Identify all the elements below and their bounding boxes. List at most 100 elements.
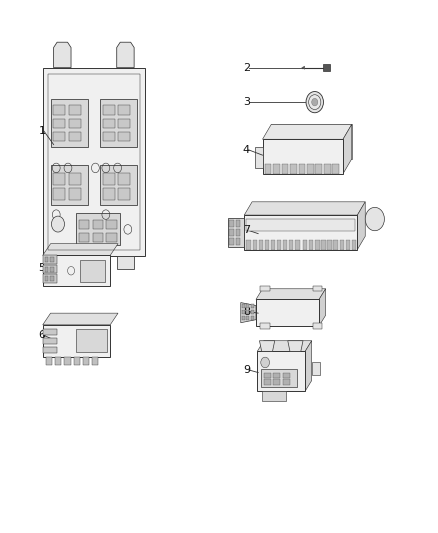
Polygon shape bbox=[117, 42, 134, 68]
Bar bbox=[43, 255, 57, 264]
Text: 2: 2 bbox=[243, 63, 250, 72]
Bar bbox=[247, 304, 250, 309]
Bar bbox=[260, 286, 270, 292]
Bar bbox=[43, 274, 57, 283]
Bar bbox=[43, 337, 57, 344]
Bar bbox=[43, 346, 57, 353]
Bar bbox=[80, 260, 106, 282]
Bar bbox=[103, 132, 115, 141]
Bar bbox=[53, 132, 65, 141]
Bar bbox=[53, 173, 65, 185]
Bar bbox=[257, 351, 305, 391]
Bar bbox=[264, 379, 271, 385]
Text: 4: 4 bbox=[243, 145, 250, 155]
Polygon shape bbox=[256, 289, 325, 300]
Bar bbox=[69, 173, 81, 185]
Text: 1: 1 bbox=[39, 126, 46, 136]
Polygon shape bbox=[244, 202, 365, 215]
Bar bbox=[103, 106, 115, 115]
Bar bbox=[242, 316, 245, 320]
Polygon shape bbox=[343, 124, 352, 174]
Bar bbox=[321, 240, 325, 249]
Bar bbox=[254, 147, 262, 168]
Bar bbox=[315, 240, 320, 249]
Bar bbox=[100, 99, 137, 147]
Bar bbox=[77, 329, 107, 352]
Text: 8: 8 bbox=[243, 306, 250, 317]
Bar bbox=[103, 188, 115, 200]
Bar bbox=[265, 164, 272, 174]
Bar bbox=[69, 119, 81, 128]
Bar bbox=[106, 220, 117, 229]
Bar bbox=[303, 240, 307, 249]
Bar bbox=[106, 232, 117, 242]
Bar bbox=[260, 323, 270, 328]
Bar bbox=[230, 220, 234, 227]
Bar bbox=[92, 232, 103, 242]
Bar bbox=[50, 257, 53, 262]
Bar bbox=[236, 238, 240, 245]
Bar bbox=[261, 369, 297, 387]
Circle shape bbox=[312, 99, 318, 106]
Bar bbox=[247, 310, 250, 314]
Bar bbox=[55, 357, 61, 365]
Polygon shape bbox=[257, 341, 312, 351]
Bar bbox=[283, 379, 290, 385]
Bar bbox=[74, 357, 80, 365]
Text: 6: 6 bbox=[39, 330, 46, 341]
Bar bbox=[48, 74, 140, 249]
Bar bbox=[118, 173, 130, 185]
Bar bbox=[273, 379, 280, 385]
Bar bbox=[273, 164, 280, 174]
Bar bbox=[352, 240, 356, 249]
Circle shape bbox=[309, 95, 321, 110]
Bar bbox=[79, 232, 89, 242]
Bar bbox=[53, 119, 65, 128]
Polygon shape bbox=[271, 124, 352, 159]
Text: 7: 7 bbox=[243, 225, 250, 236]
Bar bbox=[50, 165, 88, 205]
Bar bbox=[45, 257, 48, 262]
Bar bbox=[53, 188, 65, 200]
Bar bbox=[228, 217, 244, 247]
Bar bbox=[282, 164, 288, 174]
Bar bbox=[277, 240, 281, 249]
Bar bbox=[69, 188, 81, 200]
Bar bbox=[346, 240, 350, 249]
Text: 3: 3 bbox=[243, 97, 250, 107]
Bar bbox=[251, 316, 254, 320]
Bar bbox=[273, 373, 280, 378]
Bar bbox=[261, 391, 286, 401]
Bar bbox=[43, 255, 110, 286]
Bar bbox=[290, 164, 297, 174]
Polygon shape bbox=[53, 256, 71, 269]
Bar bbox=[333, 240, 338, 249]
Bar bbox=[50, 276, 53, 281]
Bar bbox=[69, 106, 81, 115]
Bar bbox=[313, 286, 322, 292]
Bar bbox=[46, 357, 52, 365]
Polygon shape bbox=[305, 341, 312, 391]
Bar bbox=[53, 106, 65, 115]
Bar bbox=[100, 165, 137, 205]
Bar bbox=[103, 119, 115, 128]
Circle shape bbox=[261, 357, 269, 368]
Bar bbox=[43, 68, 145, 256]
Bar bbox=[236, 220, 240, 227]
Circle shape bbox=[306, 92, 323, 113]
Bar bbox=[69, 132, 81, 141]
Bar bbox=[327, 240, 332, 249]
Bar bbox=[118, 106, 130, 115]
Bar bbox=[251, 304, 254, 309]
Bar bbox=[43, 265, 57, 273]
Bar bbox=[289, 240, 293, 249]
Bar bbox=[309, 240, 314, 249]
Bar bbox=[307, 164, 314, 174]
Bar bbox=[332, 164, 339, 174]
Bar bbox=[253, 240, 257, 249]
Bar bbox=[295, 240, 300, 249]
Polygon shape bbox=[262, 124, 352, 139]
Circle shape bbox=[51, 216, 64, 232]
Polygon shape bbox=[43, 313, 118, 325]
Bar bbox=[283, 373, 290, 378]
